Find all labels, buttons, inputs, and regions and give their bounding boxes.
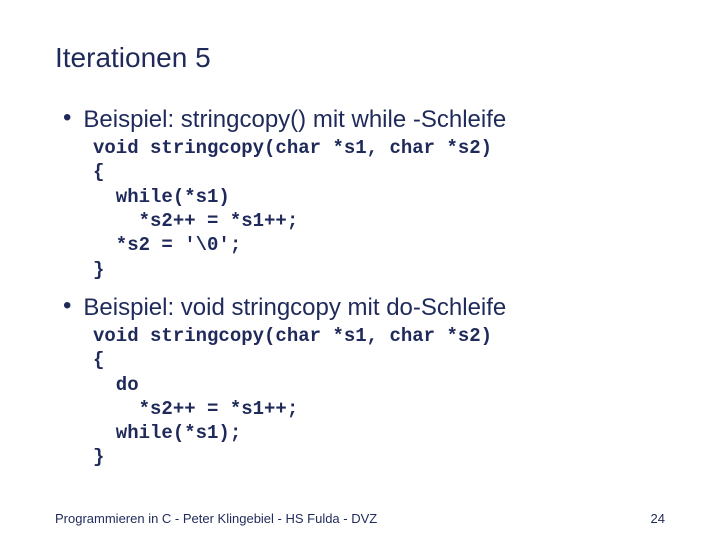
slide-content: Iterationen 5 • Beispiel: stringcopy() m… bbox=[0, 0, 720, 470]
bullet-line: • Beispiel: void stringcopy mit do-Schle… bbox=[63, 294, 665, 322]
bullet-text: Beispiel: stringcopy() mit while -Schlei… bbox=[83, 106, 506, 134]
code-block-2: void stringcopy(char *s1, char *s2) { do… bbox=[93, 324, 665, 470]
bullet-dot-icon: • bbox=[63, 106, 71, 130]
bullet-block-2: • Beispiel: void stringcopy mit do-Schle… bbox=[63, 294, 665, 470]
code-block-1: void stringcopy(char *s1, char *s2) { wh… bbox=[93, 136, 665, 282]
slide-title: Iterationen 5 bbox=[55, 42, 665, 74]
bullet-text: Beispiel: void stringcopy mit do-Schleif… bbox=[83, 294, 506, 322]
bullet-line: • Beispiel: stringcopy() mit while -Schl… bbox=[63, 106, 665, 134]
bullet-dot-icon: • bbox=[63, 294, 71, 318]
footer-left-text: Programmieren in C - Peter Klingebiel - … bbox=[55, 511, 377, 526]
page-number: 24 bbox=[651, 511, 665, 526]
footer: Programmieren in C - Peter Klingebiel - … bbox=[55, 511, 665, 526]
bullet-block-1: • Beispiel: stringcopy() mit while -Schl… bbox=[63, 106, 665, 282]
